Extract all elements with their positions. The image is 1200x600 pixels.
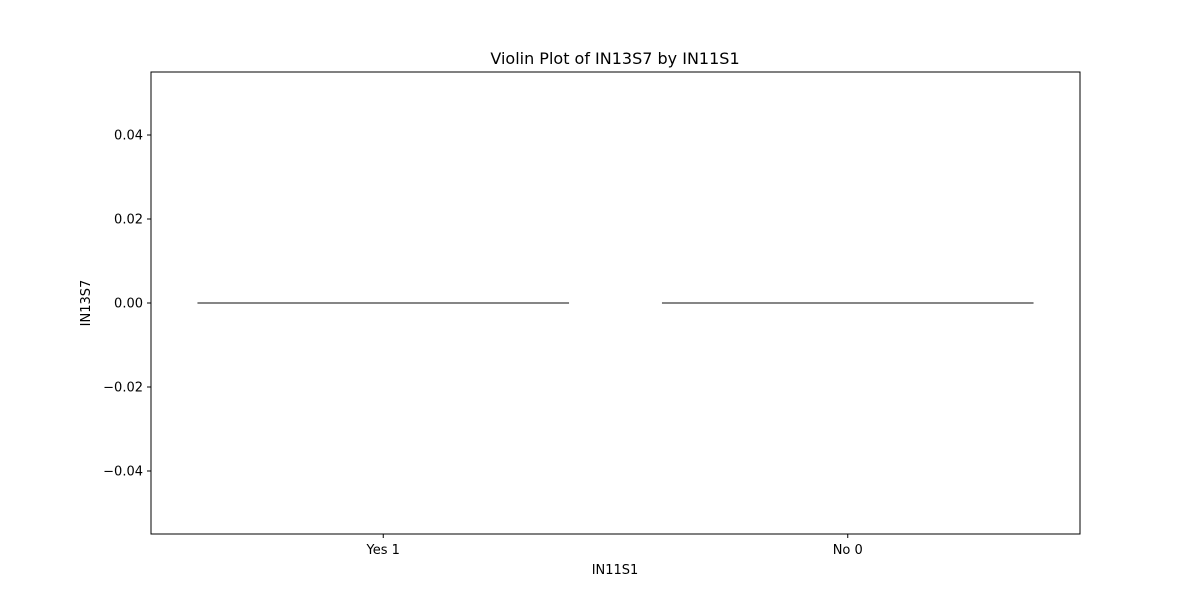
y-tick-label: 0.00 xyxy=(114,297,143,312)
y-tick-label: 0.04 xyxy=(114,129,143,144)
y-axis-label: IN13S7 xyxy=(79,280,94,327)
y-tick-label: −0.04 xyxy=(103,465,143,480)
x-tick-label: Yes 1 xyxy=(366,543,400,558)
y-tick-label: −0.02 xyxy=(103,381,143,396)
y-tick-label: 0.02 xyxy=(114,213,143,228)
chart-title: Violin Plot of IN13S7 by IN11S1 xyxy=(490,49,739,68)
x-axis-label: IN11S1 xyxy=(592,563,639,578)
x-tick-label: No 0 xyxy=(833,543,863,558)
plot-area: −0.04 −0.02 0.00 0.02 0.04 Yes 1 No 0 xyxy=(103,71,1081,558)
